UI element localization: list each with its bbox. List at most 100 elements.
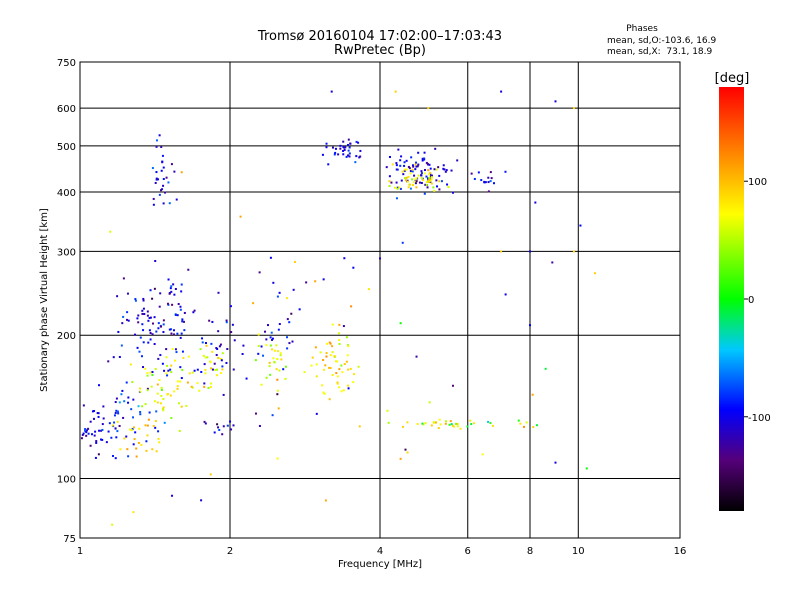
data-point xyxy=(199,348,202,351)
data-point xyxy=(435,168,438,171)
data-point xyxy=(132,426,135,429)
data-point xyxy=(81,433,84,436)
data-point xyxy=(433,189,436,192)
data-point xyxy=(428,163,431,166)
data-point xyxy=(114,401,117,404)
data-point xyxy=(142,297,145,300)
data-point xyxy=(438,180,441,183)
data-point xyxy=(146,434,149,437)
data-point xyxy=(438,174,441,177)
x-tick-label: 1 xyxy=(77,546,83,557)
data-point xyxy=(456,159,459,162)
data-point xyxy=(177,303,180,306)
data-point xyxy=(420,174,423,177)
data-point xyxy=(572,107,575,110)
data-point xyxy=(130,408,133,411)
data-points xyxy=(80,90,596,526)
data-point xyxy=(443,168,446,171)
data-point xyxy=(411,170,414,173)
data-point xyxy=(190,385,193,388)
data-point xyxy=(187,268,190,271)
y-tick-label: 400 xyxy=(57,188,76,199)
data-point xyxy=(217,426,220,429)
data-point xyxy=(404,168,407,171)
data-point xyxy=(94,456,97,459)
data-point xyxy=(217,356,220,359)
data-point xyxy=(182,320,185,323)
data-point xyxy=(108,422,111,425)
data-point xyxy=(271,414,274,417)
data-point xyxy=(172,283,175,286)
data-point xyxy=(166,302,169,305)
data-point xyxy=(572,250,575,253)
data-point xyxy=(483,180,486,183)
data-point xyxy=(390,181,393,184)
data-point xyxy=(420,172,423,175)
data-point xyxy=(176,385,179,388)
data-point xyxy=(395,164,398,167)
data-point xyxy=(165,356,168,359)
data-point xyxy=(150,385,153,388)
data-point xyxy=(336,381,339,384)
data-point xyxy=(420,170,423,173)
data-point xyxy=(347,138,350,141)
data-point xyxy=(158,193,161,196)
data-point xyxy=(359,149,362,152)
data-point xyxy=(331,373,334,376)
data-point xyxy=(407,175,410,178)
data-point xyxy=(171,303,174,306)
data-point xyxy=(466,425,469,428)
data-point xyxy=(123,437,126,440)
data-point xyxy=(206,356,209,359)
data-point xyxy=(333,355,336,358)
data-point xyxy=(225,321,228,324)
data-point xyxy=(116,430,119,433)
data-point xyxy=(167,369,170,372)
data-point xyxy=(169,368,172,371)
y-tick-labels: 75 100 200 300 400 500 600 750 xyxy=(57,58,76,545)
colorbar-label: [deg] xyxy=(715,71,750,86)
data-point xyxy=(400,155,403,158)
data-point xyxy=(181,350,184,353)
data-point xyxy=(87,427,90,430)
data-point xyxy=(211,320,214,323)
data-point xyxy=(342,325,345,328)
data-point xyxy=(273,349,276,352)
data-point xyxy=(146,310,149,313)
data-point xyxy=(151,297,154,300)
data-point xyxy=(407,186,410,189)
data-point xyxy=(585,467,588,470)
data-point xyxy=(180,290,183,293)
data-point xyxy=(213,431,216,434)
data-point xyxy=(111,523,114,526)
data-point xyxy=(151,448,154,451)
data-point xyxy=(109,230,112,233)
data-point xyxy=(397,148,400,151)
data-point xyxy=(430,176,433,179)
data-point xyxy=(233,339,236,342)
colorbar-tick-label: -100 xyxy=(748,413,771,424)
data-point xyxy=(344,146,347,149)
data-point xyxy=(323,392,326,395)
data-point xyxy=(163,421,166,424)
data-point xyxy=(445,169,448,172)
data-point xyxy=(435,179,438,182)
data-point xyxy=(142,366,145,369)
data-point xyxy=(161,154,164,157)
data-point xyxy=(156,383,159,386)
data-point xyxy=(407,165,410,168)
data-point xyxy=(139,411,142,414)
data-point xyxy=(98,384,101,387)
x-tick-labels: 1 2 4 6 8 10 16 xyxy=(77,546,687,557)
data-point xyxy=(417,174,420,177)
data-point xyxy=(348,152,351,155)
data-point xyxy=(272,357,275,360)
data-point xyxy=(115,397,118,400)
data-point xyxy=(346,143,349,146)
data-point xyxy=(341,371,344,374)
data-point xyxy=(414,168,417,171)
data-point xyxy=(352,266,355,269)
data-point xyxy=(400,179,403,182)
data-point xyxy=(149,371,152,374)
x-tick-label: 6 xyxy=(465,546,471,557)
